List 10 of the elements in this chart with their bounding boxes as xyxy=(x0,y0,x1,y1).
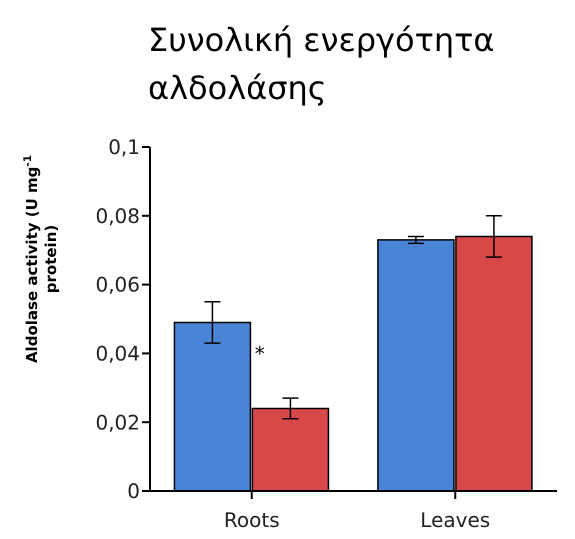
annotation: * xyxy=(254,342,265,366)
y-tick-label: 0 xyxy=(127,479,140,504)
y-tick-label: 0,06 xyxy=(95,272,140,297)
x-tick-label: Roots xyxy=(224,508,280,532)
y-tick-label: 0,02 xyxy=(95,410,140,434)
y-tick-label: 0,08 xyxy=(95,204,140,228)
y-tick-label: 0,1 xyxy=(108,135,140,160)
y-tick-label: 0,04 xyxy=(95,342,140,366)
chart-title: Συνολική ενεργότητα αλδολάσης xyxy=(148,20,496,109)
x-tick-label: Leaves xyxy=(420,508,490,532)
